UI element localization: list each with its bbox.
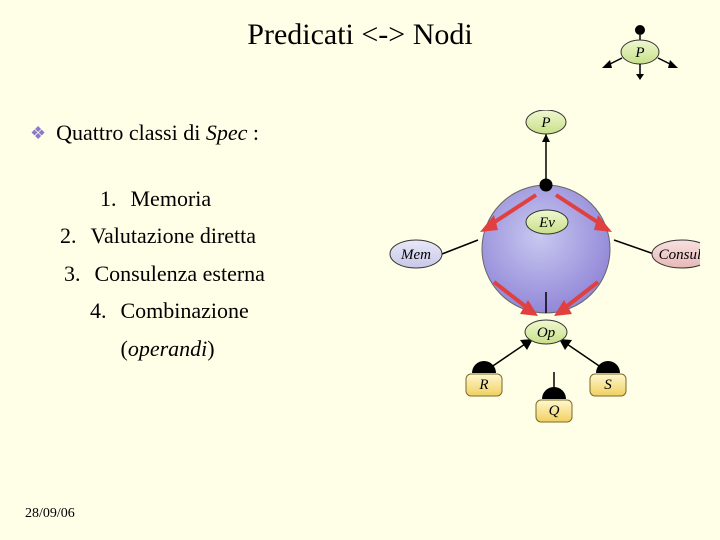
list-num: 1. [100, 180, 117, 217]
corner-p-node: P [600, 20, 680, 85]
bullet-text: Quattro classi di Spec : [56, 120, 259, 146]
footer-date: 28/09/06 [25, 506, 75, 522]
list-num: 4. [90, 292, 107, 367]
list-item: 1. Memoria [60, 180, 320, 217]
svg-text:Ev: Ev [538, 215, 555, 231]
svg-text:R: R [478, 377, 488, 393]
svg-text:P: P [540, 115, 550, 131]
corner-p-label: P [634, 45, 644, 61]
corner-p-svg: P [600, 20, 680, 80]
svg-text:Op: Op [537, 325, 556, 341]
bullet-suffix: : [247, 120, 259, 145]
bullet-prefix: Quattro classi di [56, 120, 206, 145]
list-label-suffix: ) [207, 336, 214, 361]
diagram-area: P Ev Mem Consult Op R S Q [360, 110, 700, 430]
bullet-row: ❖ Quattro classi di Spec : [30, 120, 259, 146]
svg-text:Consult: Consult [659, 247, 700, 263]
svg-text:Mem: Mem [400, 247, 431, 263]
list-num: 2. [60, 217, 77, 254]
bullet-italic: Spec [206, 120, 248, 145]
list-item: 3. Consulenza esterna [60, 255, 320, 292]
list-label: Consulenza esterna [95, 255, 265, 292]
list-label: Valutazione diretta [91, 217, 257, 254]
list-num: 3. [64, 255, 81, 292]
list-label-italic: operandi [128, 336, 207, 361]
list-label: Combinazione (operandi) [121, 292, 321, 367]
list-label: Memoria [131, 180, 212, 217]
svg-text:S: S [604, 377, 612, 393]
list-item: 4. Combinazione (operandi) [60, 292, 320, 367]
spec-list: 1. Memoria 2. Valutazione diretta 3. Con… [60, 180, 320, 367]
svg-text:Q: Q [549, 403, 560, 419]
list-item: 2. Valutazione diretta [60, 217, 320, 254]
diagram-svg: P Ev Mem Consult Op R S Q [360, 110, 700, 430]
bullet-diamond-icon: ❖ [30, 123, 46, 144]
